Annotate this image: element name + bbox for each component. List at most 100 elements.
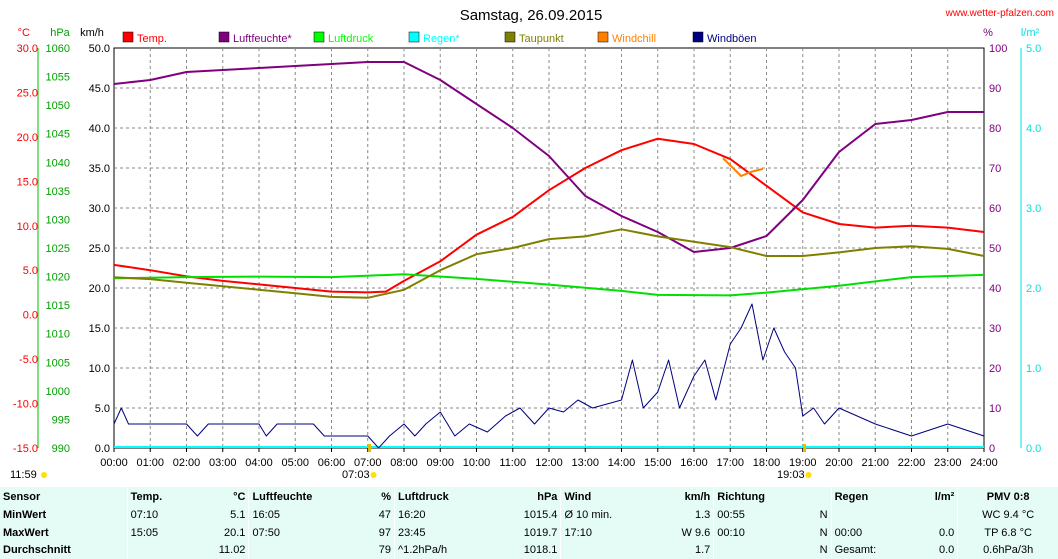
- dir-time: 00:55: [713, 506, 807, 525]
- x-tick-label: 09:00: [426, 457, 454, 469]
- press-time: 23:45: [393, 524, 493, 542]
- x-tick-label: 06:00: [318, 457, 346, 469]
- wind-tick-label: 35.0: [89, 163, 110, 175]
- row-label: MinWert: [3, 509, 47, 522]
- temp-value: 20.1: [224, 526, 246, 539]
- temp-tick-label: -15.0: [13, 443, 38, 455]
- rain-tick-label: 5.0: [1026, 43, 1041, 55]
- weather-chart: Samstag, 26.09.2015 www.wetter-pfalzen.c…: [10, 7, 1054, 481]
- rain-tick-label: 4.0: [1026, 123, 1041, 135]
- wind-axis-unit: km/h: [80, 27, 104, 39]
- press-header: Luftdruck: [393, 487, 493, 507]
- temp-header: Temp.: [126, 487, 193, 507]
- rain-value: 0.0: [939, 544, 955, 557]
- press-value: 1019.7: [523, 526, 558, 539]
- humidity-tick-label: 50: [989, 243, 1001, 255]
- rain-value: [913, 507, 958, 524]
- temp-time: [126, 541, 193, 559]
- pmv-header: PMV 0:8: [957, 487, 1058, 507]
- pmv-value: TP 6.8 °C: [957, 524, 1058, 542]
- temp-tick-label: -5.0: [19, 354, 38, 366]
- legend-label: Taupunkt: [519, 33, 564, 45]
- pressure-tick-label: 1035: [46, 186, 70, 198]
- humidity-tick-label: 10: [989, 403, 1001, 415]
- humidity-tick-label: 20: [989, 363, 1001, 375]
- series-windchill: [722, 157, 764, 177]
- press-unit: hPa: [537, 490, 558, 503]
- wind-label: [560, 541, 654, 559]
- temp-tick-label: 20.0: [17, 132, 38, 144]
- humidity-tick-label: 30: [989, 323, 1001, 335]
- row-label: Durchschnitt: [3, 544, 71, 557]
- x-tick-label: 18:00: [753, 457, 781, 469]
- press-time: 16:20: [393, 506, 493, 525]
- grid: [113, 47, 985, 449]
- x-tick-label: 07:00: [354, 457, 382, 469]
- series-luftdruck: [113, 273, 985, 297]
- rain-tick-label: 0.0: [1026, 443, 1041, 455]
- rain-tick-label: 1.0: [1026, 363, 1041, 375]
- temp-time: 07:10: [126, 506, 193, 525]
- series-temp: [113, 137, 985, 294]
- pressure-axis-unit: hPa: [50, 27, 70, 39]
- humidity-tick-label: 80: [989, 123, 1001, 135]
- wind-tick-label: 5.0: [95, 403, 110, 415]
- wind-value: 1.7: [694, 544, 711, 557]
- pressure-tick-label: 1045: [46, 129, 70, 141]
- hum-time: 07:50: [248, 524, 363, 542]
- hum-time: 16:05: [248, 506, 363, 525]
- humidity-tick-label: 0: [989, 443, 995, 455]
- x-tick-label: 11:00: [499, 457, 526, 469]
- rain-header: Regen: [830, 487, 914, 507]
- rain-tick-label: 3.0: [1026, 203, 1041, 215]
- pmv-value: 0.6hPa/3h: [957, 541, 1058, 559]
- x-tick-label: 12:00: [535, 457, 563, 469]
- chart-title: Samstag, 26.09.2015: [460, 7, 603, 24]
- pressure-tick-label: 1020: [46, 272, 70, 284]
- hum-value: 79: [378, 544, 391, 557]
- legend-swatch: [408, 31, 420, 43]
- x-tick-label: 01:00: [136, 457, 164, 469]
- pressure-tick-label: 1005: [46, 357, 70, 369]
- statistics-table: Sensor Temp. °C Luftfeuchte % Luftdruck …: [0, 487, 1058, 559]
- pressure-tick-label: 1040: [46, 157, 70, 169]
- wind-value: W 9.6: [681, 526, 711, 539]
- wind-tick-label: 10.0: [89, 363, 110, 375]
- humidity-tick-label: 70: [989, 163, 1001, 175]
- legend-label: Temp.: [137, 33, 167, 45]
- wind-tick-label: 45.0: [89, 83, 110, 95]
- daylight-label: 11:59: [10, 469, 37, 481]
- x-tick-label: 20:00: [825, 457, 853, 469]
- press-value: 1015.4: [523, 509, 558, 522]
- dir-header: Richtung: [713, 487, 807, 507]
- x-tick-label: 00:00: [100, 457, 128, 469]
- pressure-tick-label: 1050: [46, 100, 70, 112]
- sunrise-label: 07:03: [342, 469, 370, 481]
- stats-row-min: MinWert 07:10 5.1 16:05 47 16:20 1015.4 …: [0, 506, 1058, 525]
- pressure-tick-label: 1030: [46, 214, 70, 226]
- x-tick-label: 08:00: [390, 457, 418, 469]
- x-tick-label: 24:00: [970, 457, 998, 469]
- site-url[interactable]: www.wetter-pfalzen.com: [945, 8, 1054, 19]
- wind-tick-label: 20.0: [89, 283, 110, 295]
- series-taupunkt: [113, 228, 985, 299]
- x-tick-label: 13:00: [571, 457, 599, 469]
- press-value: 1018.1: [523, 544, 558, 557]
- legend-label: Regen*: [423, 33, 460, 45]
- sunset-sun-icon: [805, 472, 812, 478]
- legend-label: Windböen: [707, 33, 757, 45]
- humidity-axis-unit: %: [983, 27, 993, 39]
- wind-tick-label: 25.0: [89, 243, 110, 255]
- pressure-tick-label: 1015: [46, 300, 70, 312]
- temp-tick-label: 5.0: [23, 265, 38, 277]
- dir-time: 00:10: [713, 524, 807, 542]
- legend-label: Luftdruck: [328, 33, 374, 45]
- pressure-tick-label: 1010: [46, 329, 70, 341]
- hum-time: [248, 541, 363, 559]
- sun-markers: 07:03 19:03 11:59: [10, 444, 812, 481]
- dir-time: [713, 541, 807, 559]
- temp-value: 11.02: [218, 544, 246, 557]
- wind-value: 1.3: [694, 509, 711, 522]
- temp-unit: °C: [233, 490, 246, 503]
- pressure-tick-label: 990: [52, 443, 70, 455]
